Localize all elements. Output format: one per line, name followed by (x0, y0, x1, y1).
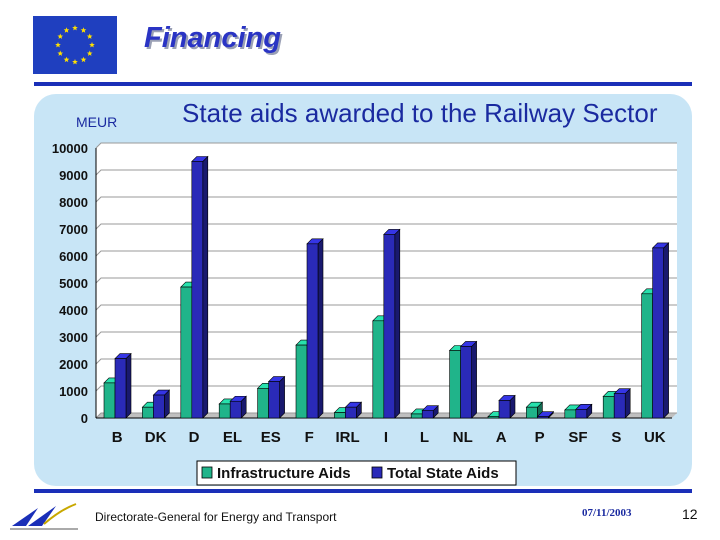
bar-total-state-aids (344, 401, 363, 419)
x-tick-label: NL (453, 429, 473, 446)
x-tick-label: P (535, 429, 545, 446)
page-title: Financing (144, 22, 281, 54)
x-tick-label: SF (568, 429, 587, 446)
eu-star-icon (80, 27, 87, 33)
y-tick-label: 5000 (59, 276, 88, 291)
y-axis-unit-label: MEUR (76, 114, 118, 130)
eu-star-icon (57, 33, 64, 39)
bar-total-state-aids (536, 410, 555, 419)
dg-tren-logo (8, 498, 80, 537)
x-tick-label: EL (223, 429, 242, 446)
eu-stars-icon (55, 25, 95, 65)
top-divider (34, 82, 692, 86)
x-tick-label: I (384, 429, 388, 446)
gridline (95, 196, 677, 203)
eu-star-icon (55, 42, 61, 48)
legend-swatch (201, 466, 213, 479)
eu-star-icon (63, 27, 70, 33)
y-tick-label: 9000 (59, 168, 88, 183)
legend-label: Total State Aids (387, 465, 499, 482)
gridline (95, 250, 677, 257)
gridline (95, 223, 677, 230)
x-tick-label: L (420, 429, 429, 446)
bar-total-state-aids (613, 387, 631, 419)
y-tick-label: 10000 (52, 141, 88, 156)
eu-star-icon (80, 56, 87, 63)
footer-date: 07/11/2003 (582, 507, 632, 519)
bar-total-state-aids (114, 352, 132, 419)
y-tick-label: 4000 (59, 303, 88, 318)
chart-title: State aids awarded to the Railway Sector (182, 98, 658, 128)
x-tick-label: F (305, 429, 314, 446)
gridline (95, 142, 677, 149)
x-tick-label: UK (644, 429, 666, 446)
gridline (95, 358, 677, 365)
gridline (95, 169, 677, 176)
legend-swatch (371, 466, 383, 479)
eu-flag-logo (33, 16, 117, 74)
gridline (95, 385, 677, 392)
bar-total-state-aids (152, 389, 171, 419)
swoosh-logo-icon (10, 503, 78, 530)
bar-total-state-aids (498, 394, 516, 419)
y-tick-label: 3000 (59, 330, 88, 345)
x-tick-label: S (611, 429, 621, 446)
y-tick-label: 0 (81, 411, 88, 426)
gridline (95, 304, 677, 311)
eu-star-icon (89, 42, 95, 48)
y-tick-label: 8000 (59, 195, 88, 210)
bar-total-state-aids (191, 155, 209, 419)
page-number: 12 (682, 506, 698, 522)
eu-star-icon (72, 59, 78, 65)
legend-label: Infrastructure Aids (217, 465, 351, 482)
x-tick-label: IRL (336, 429, 360, 446)
x-tick-label: DK (145, 429, 167, 446)
bar-total-state-aids (306, 238, 324, 419)
bar-total-state-aids (267, 375, 286, 419)
eu-star-icon (86, 50, 93, 56)
eu-star-icon (72, 25, 78, 31)
bar-total-state-aids (575, 403, 593, 419)
x-tick-label: A (496, 429, 507, 446)
x-tick-label: ES (261, 429, 281, 446)
gridline (95, 412, 677, 419)
bar-total-state-aids (459, 340, 478, 419)
eu-star-icon (63, 56, 70, 63)
bottom-divider (34, 489, 692, 493)
bar-total-state-aids (421, 404, 439, 419)
x-tick-label: B (112, 429, 123, 446)
y-tick-label: 7000 (59, 222, 88, 237)
eu-star-icon (57, 50, 64, 56)
gridline (95, 331, 677, 338)
eu-star-icon (86, 33, 93, 39)
bar-total-state-aids (229, 395, 247, 419)
y-tick-label: 1000 (59, 384, 88, 399)
bar-total-state-aids (651, 242, 670, 419)
x-tick-label: D (189, 429, 200, 446)
gridline (95, 277, 677, 284)
legend (196, 460, 517, 486)
y-tick-label: 6000 (59, 249, 88, 264)
y-tick-label: 2000 (59, 357, 88, 372)
bar-total-state-aids (383, 228, 401, 419)
footer-org: Directorate-General for Energy and Trans… (95, 510, 337, 524)
